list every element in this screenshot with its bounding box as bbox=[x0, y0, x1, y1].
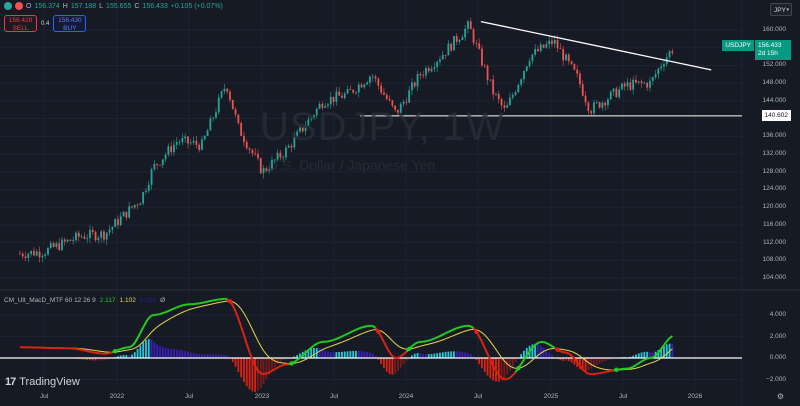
sell-price: 156.428 bbox=[8, 17, 33, 24]
macd-tick: 0.000 bbox=[769, 354, 786, 361]
currency-label: JPY bbox=[774, 7, 786, 14]
sell-button[interactable]: 156.428 SELL bbox=[4, 15, 37, 32]
price-tick: 108.000 bbox=[762, 256, 787, 264]
flag-icon[interactable] bbox=[15, 2, 23, 10]
time-tick: 2024 bbox=[398, 393, 414, 400]
macd-legend[interactable]: CM_Ult_MacD_MTF 60 12 26 9 2.117 1.102 1… bbox=[4, 297, 165, 304]
time-tick: 2026 bbox=[687, 393, 703, 400]
spread-value: 0.4 bbox=[41, 20, 50, 27]
histogram-value: 1.015 bbox=[139, 297, 157, 304]
price-tick: 120.000 bbox=[762, 203, 787, 211]
price-tag-countdown: 2d 15h bbox=[758, 50, 778, 57]
price-tick: 104.000 bbox=[762, 274, 787, 282]
change-value: +0.105 (+0.07%) bbox=[170, 2, 223, 10]
watermark-description: U.S. Dollar / Japanese Yen bbox=[268, 157, 436, 173]
time-tick: Jul bbox=[184, 393, 194, 400]
price-tick: 144.000 bbox=[762, 96, 787, 104]
macd-tick: −2.000 bbox=[765, 375, 786, 383]
price-tick: 136.000 bbox=[762, 132, 787, 140]
time-tick: Jul bbox=[39, 393, 49, 400]
extra-value: Ø bbox=[160, 297, 166, 304]
buy-price: 156.430 bbox=[58, 17, 82, 24]
time-tick: 2023 bbox=[254, 393, 270, 400]
time-tick: Jul bbox=[618, 393, 628, 400]
high-value: 157.188 bbox=[70, 2, 97, 10]
tradingview-logo[interactable]: 17 TradingView bbox=[5, 376, 80, 388]
price-tag: 156.433 2d 15h bbox=[755, 40, 791, 60]
open-label: O bbox=[26, 2, 32, 10]
time-tick: 2022 bbox=[109, 393, 125, 400]
horizontal-line-price-tag[interactable]: 140.602 bbox=[761, 110, 791, 121]
brand-name: TradingView bbox=[19, 376, 80, 388]
time-tick: Jul bbox=[329, 393, 339, 400]
chevron-down-icon: ▾ bbox=[786, 7, 789, 13]
sell-label: SELL bbox=[12, 25, 29, 32]
price-tag-symbol: USDJPY bbox=[722, 40, 754, 51]
price-tick: 132.000 bbox=[762, 150, 787, 158]
low-value: 155.655 bbox=[106, 2, 132, 10]
high-label: H bbox=[62, 2, 68, 10]
price-tick: 152.000 bbox=[762, 61, 787, 69]
macd-tick: 4.000 bbox=[769, 311, 786, 318]
price-tick: 160.000 bbox=[762, 26, 787, 33]
macd-value: 2.117 bbox=[99, 297, 116, 304]
trade-buttons: 156.428 SELL 0.4 156.430 BUY bbox=[4, 15, 87, 32]
time-tick: 2025 bbox=[543, 393, 559, 400]
ohlc-legend: O 156.374 H 157.188 L 155.655 C 156.433 +0.1… bbox=[4, 2, 223, 10]
tv-logo-icon: 17 bbox=[5, 376, 16, 388]
signal-value: 1.102 bbox=[119, 297, 136, 304]
macd-tick: 2.000 bbox=[769, 332, 786, 340]
buy-label: BUY bbox=[63, 25, 77, 32]
buy-button[interactable]: 156.430 BUY bbox=[53, 15, 87, 32]
price-tick: 128.000 bbox=[762, 167, 787, 175]
time-tick: Jul bbox=[473, 393, 483, 400]
market-open-icon bbox=[4, 2, 12, 10]
watermark-symbol: USDJPY, 1W bbox=[260, 105, 505, 149]
price-tag-value: 156.433 bbox=[758, 42, 782, 49]
open-value: 156.374 bbox=[34, 2, 60, 10]
low-label: L bbox=[99, 2, 104, 10]
price-tick: 112.000 bbox=[762, 238, 786, 246]
price-tick: 116.000 bbox=[762, 220, 786, 228]
close-value: 156.433 bbox=[142, 2, 168, 10]
price-tick: 148.000 bbox=[762, 79, 787, 87]
indicator-name: CM_Ult_MacD_MTF 60 12 26 9 bbox=[4, 297, 96, 304]
currency-selector[interactable]: JPY ▾ bbox=[770, 3, 792, 16]
close-label: C bbox=[134, 2, 140, 10]
price-tick: 124.000 bbox=[762, 185, 787, 193]
chart-settings-icon[interactable]: ⚙ bbox=[776, 392, 784, 401]
